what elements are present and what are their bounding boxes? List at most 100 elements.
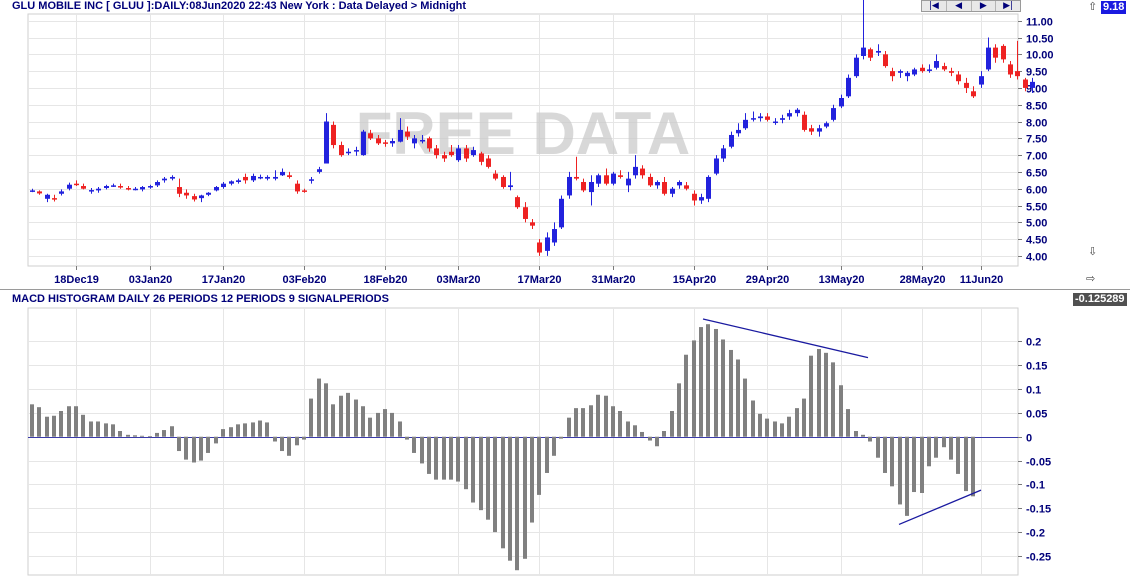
macd-bar [920,436,924,493]
candle-body [229,181,234,184]
macd-y-tick-label: 0 [1026,433,1032,445]
right-arrow-icon[interactable]: ⇨ [1086,272,1096,285]
macd-bar [45,416,49,437]
candle-body [559,198,564,228]
macd-bar [361,406,365,437]
price-y-tick-label: 9.50 [1026,67,1047,79]
candle-body [743,119,748,129]
price-y-tick-label: 4.50 [1026,235,1047,247]
candle-body [567,176,572,196]
candle-body [479,153,484,162]
candle-body [354,150,359,152]
macd-bar [354,399,358,437]
macd-y-tick-label: -0.15 [1026,504,1051,516]
candle-body [37,191,42,194]
x-tick-label: 03Feb20 [282,274,326,286]
candle-body [626,178,631,186]
macd-bar [721,339,725,437]
macd-bar [567,417,571,437]
macd-bar [545,436,549,473]
candle-body [280,171,285,176]
candle-body [898,71,903,73]
first-page-button[interactable]: |◀ [922,1,947,11]
macd-bar [714,328,718,437]
previous-page-button[interactable]: ◀ [947,1,972,11]
candle-body [214,187,219,191]
price-y-tick-label: 6.00 [1026,185,1047,197]
candle-body [846,77,851,97]
candle-body [45,194,50,199]
macd-bar [648,436,652,441]
candle-body [361,131,366,156]
macd-bar [596,394,600,437]
macd-bar [37,407,41,437]
candle-body [89,190,94,192]
candle-body [611,173,616,184]
candle-body [861,47,866,56]
candle-body [81,186,86,189]
macd-bar [971,436,975,497]
macd-bar [662,431,666,437]
candle-body [942,66,947,70]
candle-body [986,47,991,70]
x-tick-label: 11Jun20 [960,274,1003,286]
macd-bar [420,436,424,464]
macd-bar [956,436,960,474]
candle-body [133,188,138,191]
next-page-button[interactable]: ▶ [972,1,997,11]
candle-body [552,229,557,243]
candle-body [111,185,116,187]
macd-bar [464,436,468,490]
macd-bar [633,425,637,437]
macd-bar [604,395,608,437]
macd-bar [537,436,541,495]
macd-bar [508,436,512,561]
price-y-tick-label: 10.50 [1026,34,1054,46]
macd-bar [626,421,630,437]
watermark-text: FREE DATA [356,100,690,167]
up-arrow-icon[interactable]: ⇧ [1088,0,1098,13]
last-page-button[interactable]: ▶| [1003,1,1014,11]
candle-body [501,176,506,188]
candle-body [471,150,476,156]
macd-title: MACD HISTOGRAM DAILY 26 PERIODS 12 PERIO… [12,293,389,305]
macd-bar [133,435,137,437]
macd-bar [295,436,299,446]
macd-bar [206,436,210,453]
macd-bar [434,436,438,480]
candle-body [773,121,778,124]
candle-body [1001,45,1006,60]
macd-bar [383,409,387,437]
candle-body [368,133,373,139]
candle-body [692,193,697,201]
candle-body [530,222,535,226]
candle-body [640,168,645,176]
candle-body [456,148,461,161]
macd-bar [824,352,828,437]
candle-body [74,183,79,186]
macd-bar [868,436,872,442]
macd-bar [751,400,755,437]
candle-body [192,196,197,200]
price-y-tick-label: 8.50 [1026,101,1047,113]
x-tick-label: 31Mar20 [591,274,635,286]
price-plot-frame [27,13,1019,267]
macd-bar [493,436,497,533]
macd-bar [898,436,902,505]
macd-bar [140,435,144,437]
candle-body [383,142,388,144]
candle-body [854,57,859,77]
macd-bar [611,406,615,437]
macd-bar [729,349,733,437]
candle-body [96,188,101,191]
down-arrow-icon[interactable]: ⇩ [1088,245,1098,258]
candle-body [170,176,175,179]
macd-bar [692,340,696,437]
macd-bar [346,392,350,437]
macd-bar [670,410,674,437]
macd-bar [324,383,328,437]
macd-bar [802,398,806,437]
price-y-tick-label: 8.00 [1026,118,1047,130]
macd-bar [949,436,953,460]
macd-bar [552,436,556,456]
